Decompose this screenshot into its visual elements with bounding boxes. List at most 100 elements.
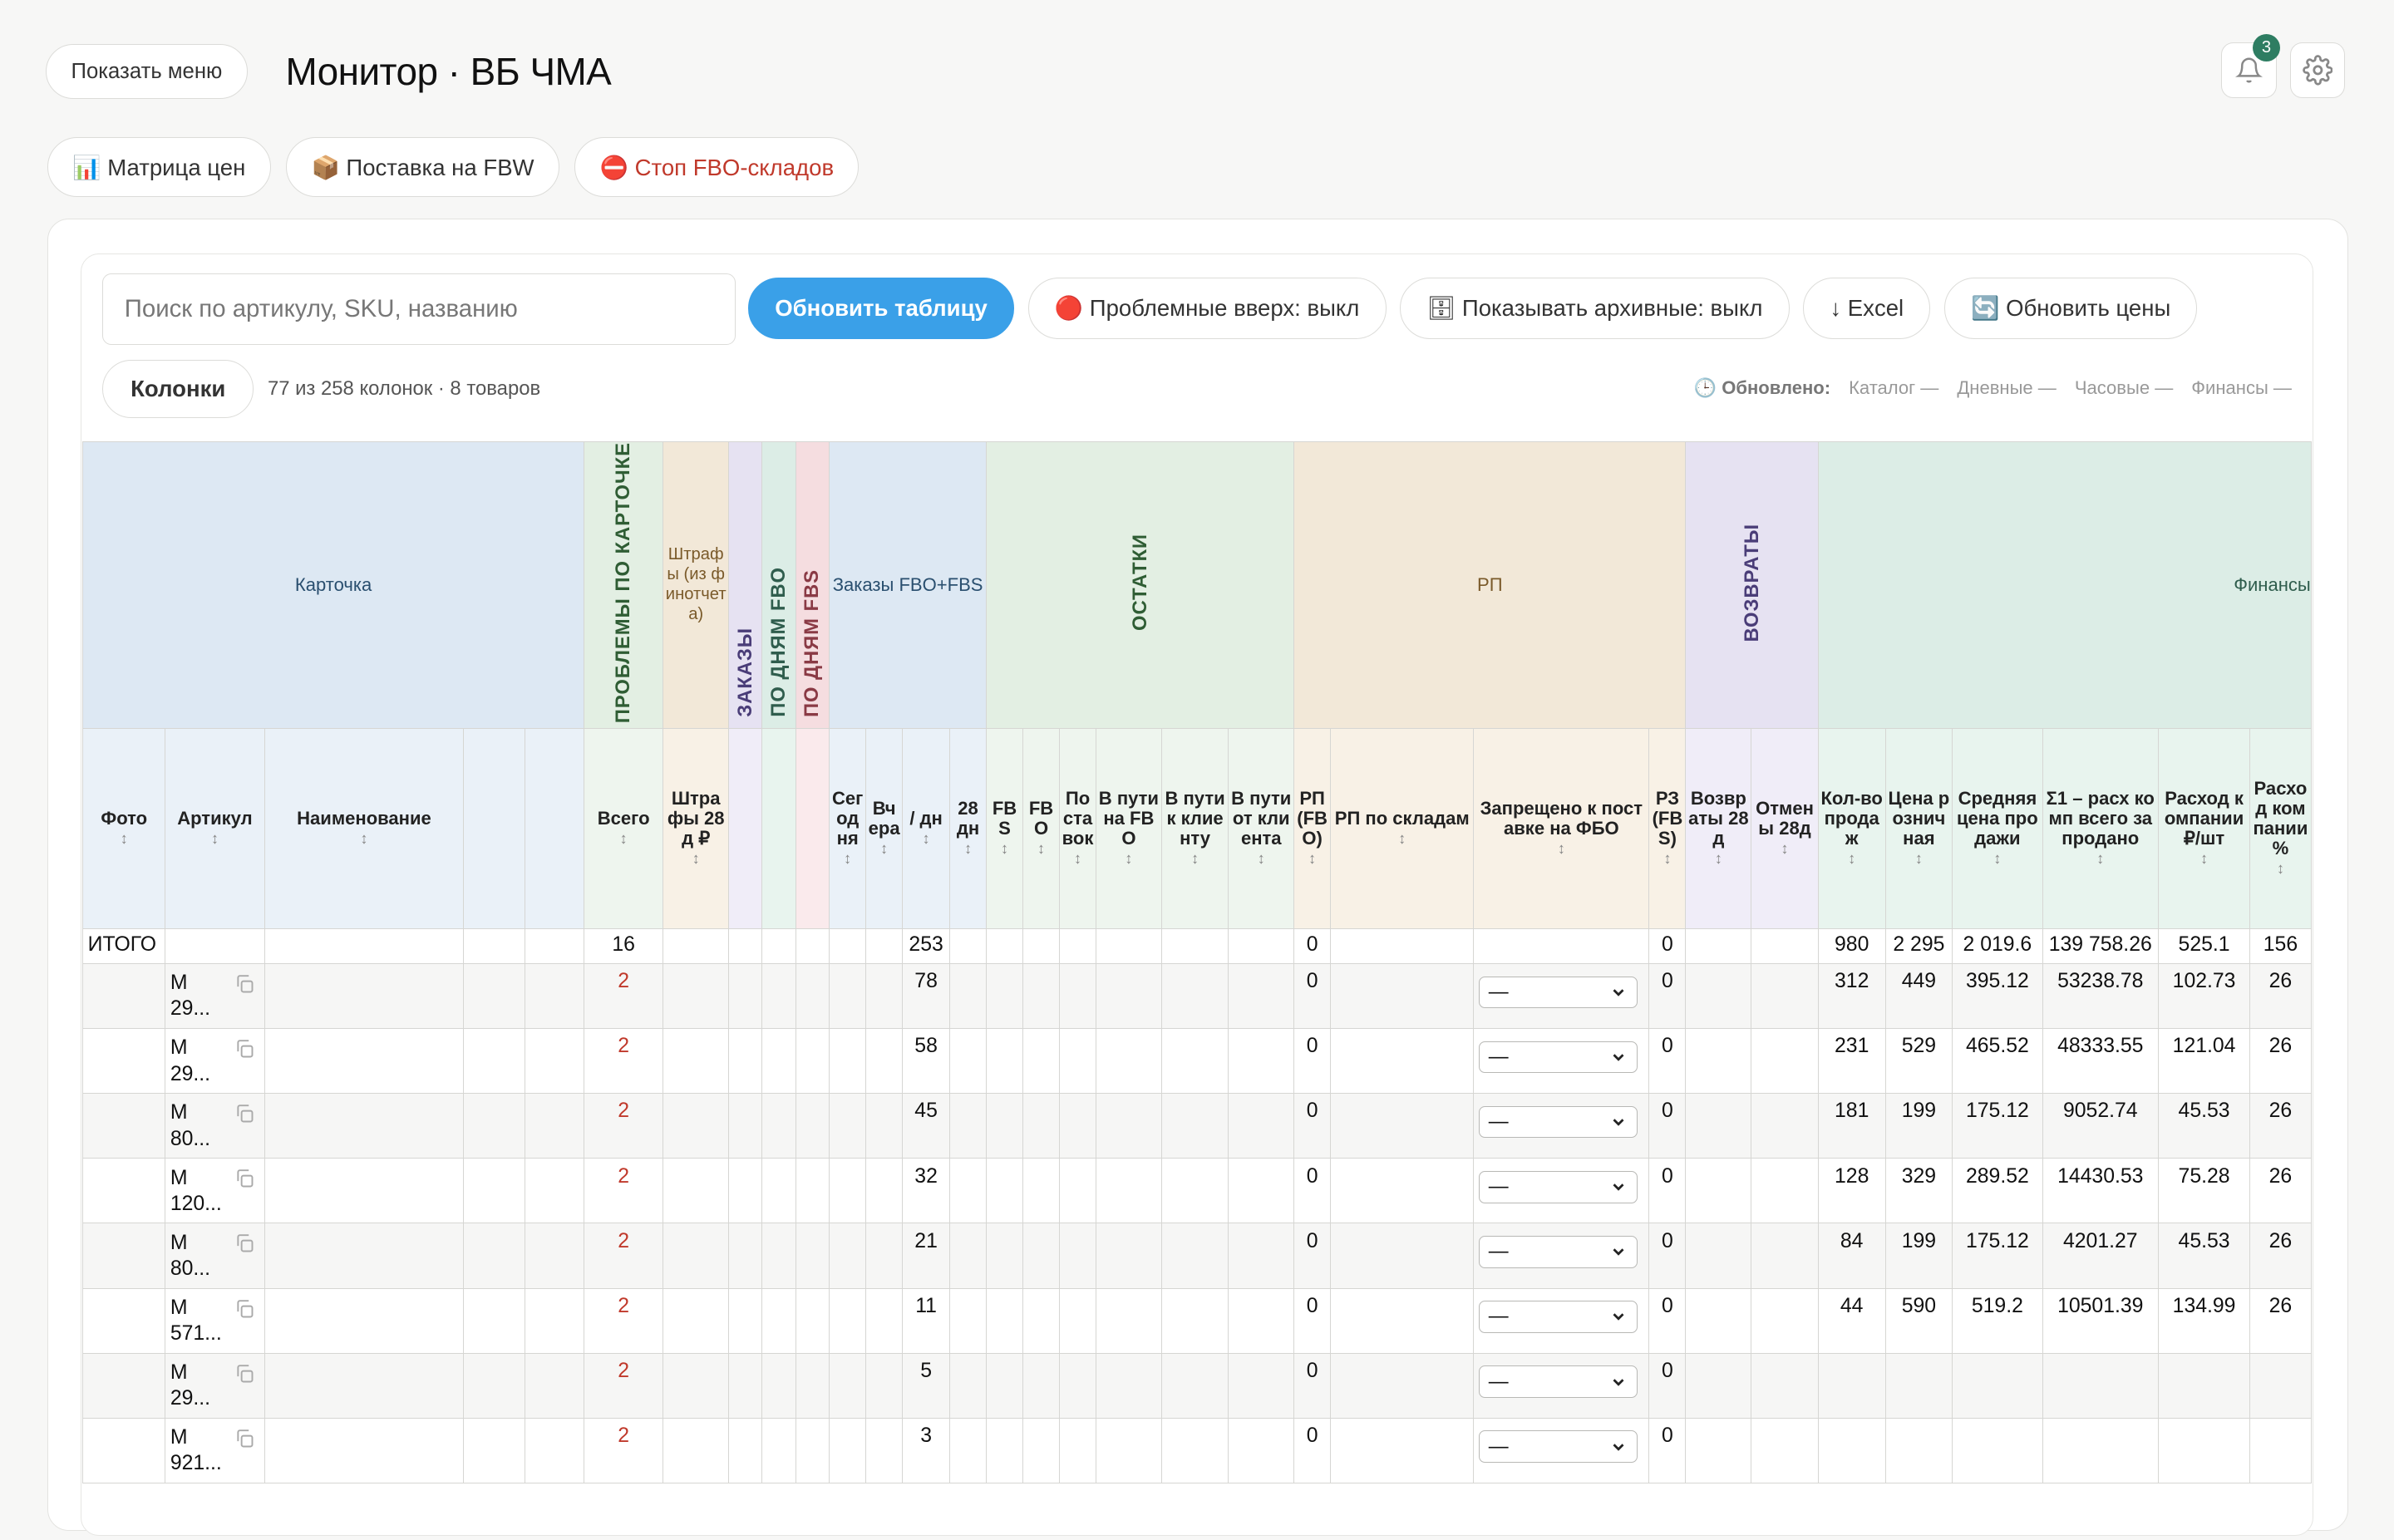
stop-fbo-button[interactable]: ⛔ Стоп FBO-складов [574,137,860,197]
col-today[interactable]: Сегодня ↕ [829,728,867,929]
group-stock: ОСТАТКИ [986,440,1295,730]
ban-cell: — [1473,1223,1650,1289]
copy-icon[interactable] [234,1038,255,1060]
cell [865,962,904,1030]
cell [949,1352,988,1419]
cell [524,1287,584,1354]
cell [663,1158,730,1224]
cell [986,1352,1024,1419]
total-comp-total: 139 758.26 [2042,927,2159,964]
col-from-client[interactable]: В пути от клиента ↕ [1228,728,1295,929]
article-cell: М 29... [165,1028,265,1095]
ban-select[interactable]: — [1478,1041,1638,1074]
copy-icon[interactable] [234,1363,255,1385]
ban-cell: — [1473,1028,1650,1095]
cell [1096,1158,1162,1224]
article-line-1: М [170,1101,188,1124]
search-field[interactable] [102,273,736,346]
cell [795,1158,830,1224]
col-name[interactable]: Наименование ↕ [264,728,465,929]
refresh-table-button[interactable]: Обновить таблицу [747,278,1015,339]
price-matrix-button[interactable]: 📊 Матрица цен [47,137,271,197]
ban-select[interactable]: — [1478,1430,1638,1464]
comp-per-cell: 121.04 [2158,1028,2251,1095]
problems-up-toggle[interactable]: 🔴 Проблемные вверх: выкл [1027,278,1387,339]
copy-icon[interactable] [234,973,255,995]
copy-icon[interactable] [234,1298,255,1320]
col-rp-warehouses[interactable]: РП по складам ↕ [1330,728,1475,929]
ban-select[interactable]: — [1478,1301,1638,1333]
col-yesterday[interactable]: Вчера ↕ [865,728,904,929]
col-article[interactable]: Артикул ↕ [165,728,265,929]
total-problems: 16 [584,927,664,964]
col-fbo[interactable]: FBO ↕ [1022,728,1061,929]
col-avg-price[interactable]: Средняя цена продажи ↕ [1952,728,2043,929]
col-photo[interactable]: Фото ↕ [82,728,166,929]
col-28d[interactable]: 28 дн ↕ [949,728,988,929]
col-cancels28[interactable]: Отмены 28д ↕ [1751,728,1819,929]
col-to-client[interactable]: В пути к клиенту ↕ [1160,728,1229,929]
col-rp-fbs[interactable]: РЗ (FBS) ↕ [1648,728,1687,929]
col-returns28[interactable]: Возвраты 28д ↕ [1685,728,1752,929]
col-fines28[interactable]: Штрафы 28д ₽ ↕ [663,728,730,929]
avg-price-cell: 395.12 [1952,962,2043,1030]
retail-cell: 529 [1884,1028,1953,1095]
refresh-prices-button[interactable]: 🔄 Обновить цены [1943,278,2198,339]
col-fbs[interactable]: FBS ↕ [986,728,1024,929]
cell [82,1352,166,1419]
cell [761,1287,796,1354]
col-ban-fbo[interactable]: Запрещено к поставке на ФБО ↕ [1473,728,1650,929]
col-retail-price[interactable]: Цена розничная ↕ [1884,728,1953,929]
copy-icon[interactable] [234,1103,255,1124]
col-per-day[interactable]: / дн ↕ [902,728,951,929]
ban-select[interactable]: — [1478,1365,1638,1398]
fbw-supply-button[interactable]: 📦 Поставка на FBW [286,137,559,197]
cell [1228,1417,1295,1483]
ban-select[interactable]: — [1478,1236,1638,1268]
comp-total-cell [2042,1417,2159,1483]
cell [82,1223,166,1289]
excel-export-button[interactable]: ↓ Excel [1803,278,1931,339]
columns-info: 77 из 258 колонок · 8 товаров [267,377,541,401]
show-archive-toggle[interactable]: 🗄 Показывать архивные: выкл [1400,278,1790,339]
comp-total-cell: 14430.53 [2042,1158,2159,1224]
ban-select[interactable]: — [1478,1170,1638,1203]
copy-icon[interactable] [234,1232,255,1254]
settings-button[interactable] [2290,42,2346,98]
ban-select[interactable]: — [1478,1105,1638,1139]
col-transit-fbo[interactable]: В пути на FBO ↕ [1096,728,1162,929]
avg-price-cell: 175.12 [1952,1093,2043,1159]
page-title: Монитор · ВБ ЧМА [285,50,612,94]
col-comp-per[interactable]: Расход компании ₽/шт ↕ [2158,728,2251,929]
col-sales-qty[interactable]: Кол-во продаж ↕ [1817,728,1886,929]
copy-icon[interactable] [234,1428,255,1449]
avg-price-cell [1952,1352,2043,1419]
per-day-cell: 11 [902,1287,951,1354]
copy-icon[interactable] [234,1168,255,1189]
rp-fbo-cell: 0 [1293,1158,1332,1224]
cell [761,1223,796,1289]
notifications-button[interactable]: 3 [2221,34,2280,98]
cell [1751,962,1819,1030]
article-line-2: 80... [170,1127,211,1150]
cell [82,1158,166,1224]
cell [829,1417,867,1483]
total-rp-fbs: 0 [1648,927,1687,964]
ban-select-value: — [1488,1370,1509,1393]
cell [1751,1158,1819,1224]
ban-select[interactable]: — [1478,976,1638,1009]
rp-fbs-cell: 0 [1648,1093,1687,1159]
updated-finance: Финансы — [2191,376,2292,398]
show-menu-button[interactable]: Показать меню [46,44,248,100]
columns-button[interactable]: Колонки [102,360,254,419]
cell [1160,1352,1229,1419]
col-problems-total[interactable]: Всего ↕ [584,728,664,929]
col-comp-total[interactable]: Σ1 – расх комп всего за продано ↕ [2042,728,2159,929]
col-supply[interactable]: Поставок ↕ [1059,728,1096,929]
col-rp-fbo[interactable]: РП (FBO) ↕ [1293,728,1332,929]
cell [1330,962,1475,1030]
cell [829,1093,867,1159]
avg-price-cell: 175.12 [1952,1223,2043,1289]
col-comp-pct[interactable]: Расход компании % ↕ [2249,728,2312,929]
search-input[interactable] [124,294,714,323]
